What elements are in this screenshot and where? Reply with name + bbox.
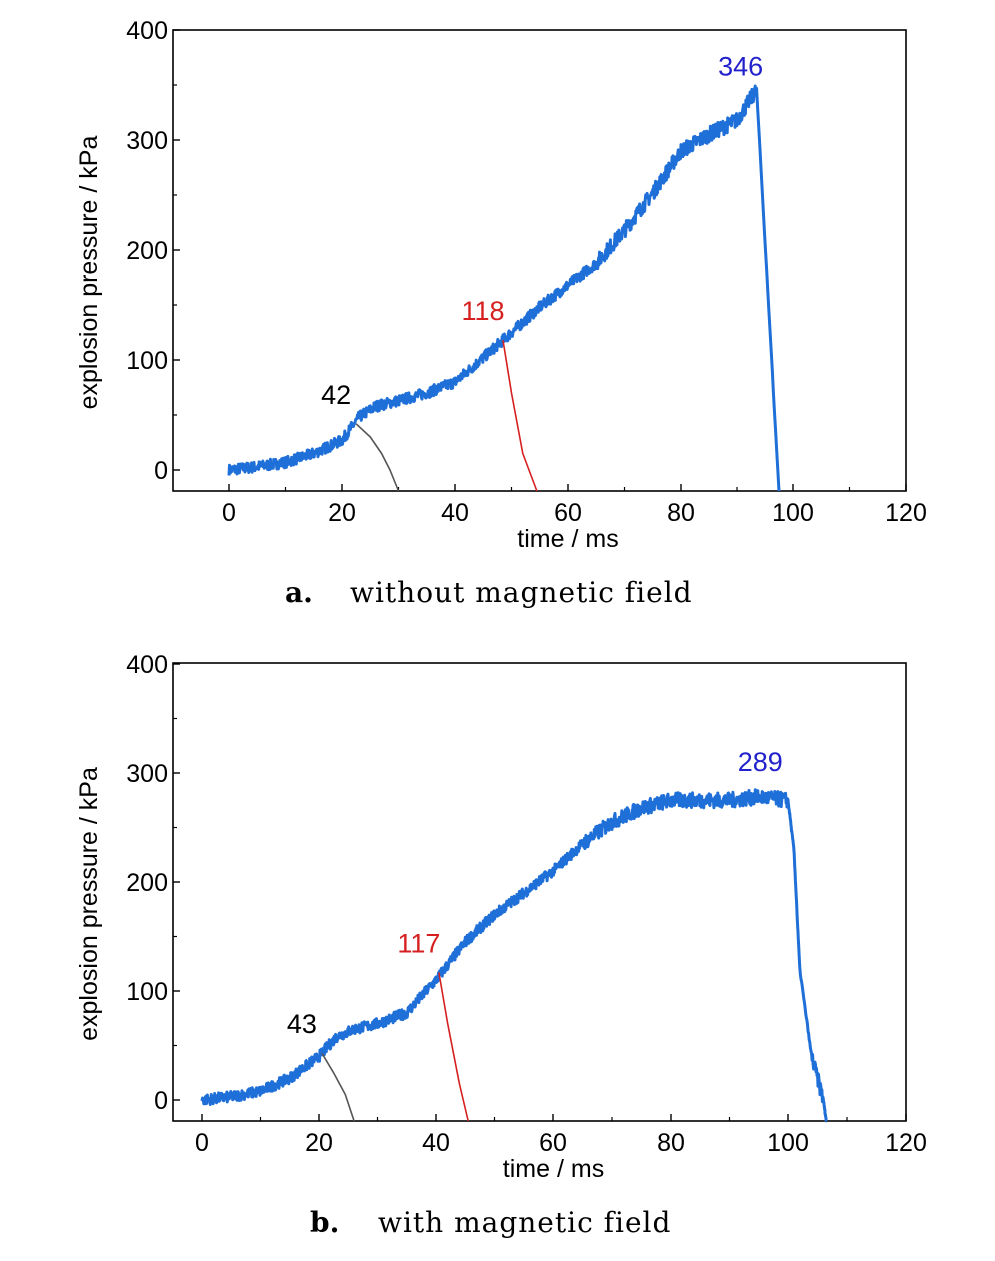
pressure-decay-trace — [502, 340, 538, 492]
peak-annotation: 43 — [287, 1009, 317, 1039]
x-axis-label: time / ms — [517, 525, 618, 553]
x-tick-label: 100 — [767, 1129, 809, 1157]
peak-annotation: 346 — [718, 51, 763, 81]
chart-b: 0 20 40 60 80 100 120 0 100 200 300 400 time / ms exp… — [75, 651, 927, 1183]
chart-a: 0 20 40 60 80 100 120 0 100 200 300 400 time / ms exp… — [75, 17, 927, 553]
peak-annotation: 118 — [462, 296, 505, 326]
pressure-decay-trace — [321, 1052, 355, 1122]
pressure-trace — [200, 788, 828, 1123]
y-axis-label: explosion pressure / kPa — [75, 767, 103, 1041]
x-tick-label: 80 — [667, 499, 695, 527]
x-tick-label: 80 — [657, 1129, 685, 1157]
y-tick-label: 200 — [126, 237, 168, 265]
peak-annotation: 289 — [738, 747, 783, 777]
peak-annotation: 117 — [397, 928, 440, 958]
x-tick-label: 120 — [885, 1129, 927, 1157]
x-tick-label: 120 — [885, 499, 927, 527]
plot-frame — [172, 662, 907, 1122]
y-tick-label: 100 — [126, 978, 168, 1006]
y-tick-label: 400 — [126, 17, 168, 45]
y-tick-label: 200 — [126, 869, 168, 897]
x-tick-label: 40 — [441, 499, 469, 527]
x-tick-label: 20 — [328, 499, 356, 527]
caption-b-letter: b. — [310, 1206, 339, 1239]
y-tick-label: 400 — [126, 651, 168, 679]
y-axis-label: explosion pressure / kPa — [75, 136, 103, 410]
pressure-trace — [227, 84, 781, 492]
x-tick-label: 0 — [195, 1129, 209, 1157]
x-tick-label: 0 — [222, 499, 236, 527]
caption-b-text: with magnetic field — [378, 1206, 671, 1239]
pressure-decay-trace — [438, 972, 469, 1122]
y-tick-label: 300 — [126, 127, 168, 155]
plot-frame — [172, 29, 907, 492]
x-tick-label: 60 — [539, 1129, 567, 1157]
x-tick-label: 40 — [422, 1129, 450, 1157]
y-tick-label: 0 — [154, 457, 168, 485]
y-tick-label: 0 — [154, 1087, 168, 1115]
pressure-decay-trace — [355, 423, 400, 492]
x-tick-label: 20 — [305, 1129, 333, 1157]
y-tick-label: 300 — [126, 760, 168, 788]
caption-a-letter: a. — [285, 576, 313, 609]
y-tick-label: 100 — [126, 347, 168, 375]
x-axis-label: time / ms — [503, 1155, 604, 1183]
peak-annotation: 42 — [321, 380, 351, 410]
x-tick-label: 100 — [772, 499, 814, 527]
x-tick-label: 60 — [554, 499, 582, 527]
caption-a-text: without magnetic field — [350, 576, 693, 609]
